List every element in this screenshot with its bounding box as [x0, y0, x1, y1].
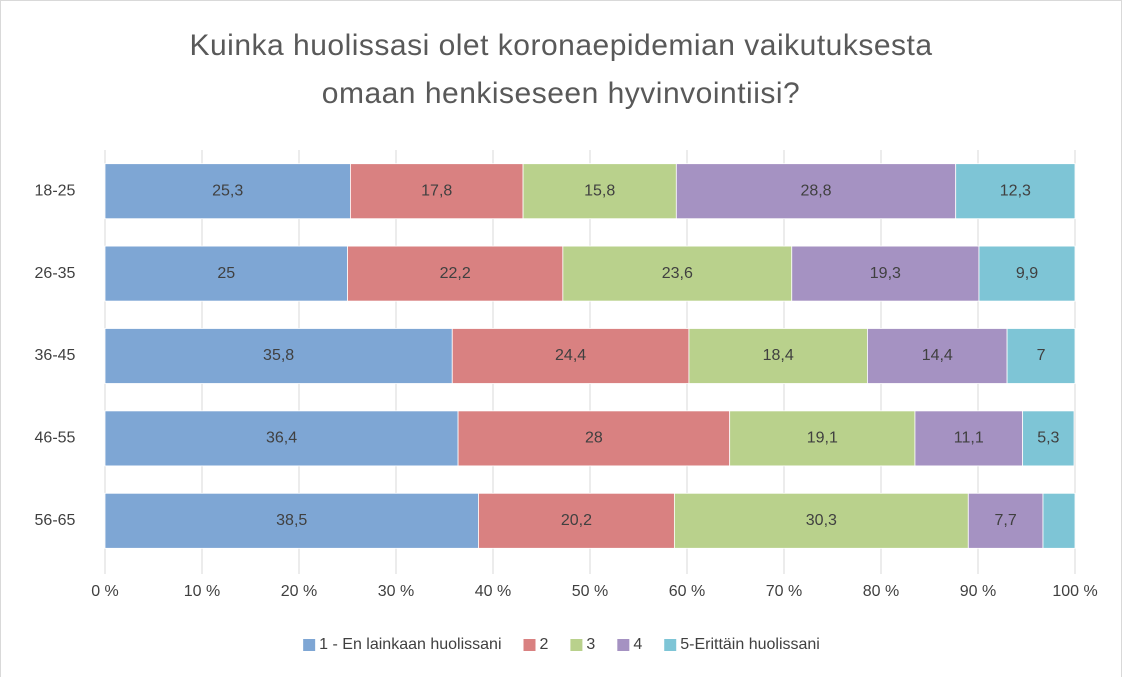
bar-segment: [104, 492, 479, 549]
bar-segment: [729, 410, 916, 467]
bar-segment: [522, 163, 677, 220]
bar-segment: [673, 492, 969, 549]
legend-label: 4: [633, 636, 642, 653]
x-tick-label: 10 %: [184, 583, 220, 600]
data-label: 19,3: [870, 265, 901, 282]
bar-segment: [967, 492, 1044, 549]
data-label: 14,4: [922, 347, 953, 364]
data-label: 9,9: [1016, 265, 1038, 282]
data-label: 30,3: [806, 512, 837, 529]
bar-segment: [350, 163, 524, 220]
data-label: 17,8: [421, 182, 452, 199]
y-tick-label: 46-55: [35, 430, 76, 447]
data-label: 25: [217, 265, 235, 282]
legend-swatch: [617, 639, 630, 651]
y-tick-label: 56-65: [35, 512, 76, 529]
data-label: 28,8: [800, 182, 831, 199]
data-label: 5,3: [1037, 430, 1059, 447]
data-label: 35,8: [263, 347, 294, 364]
bar-segment: [347, 245, 564, 302]
bar-segment: [914, 410, 1024, 467]
data-label: 7,7: [995, 512, 1017, 529]
bar-segment: [688, 328, 868, 384]
data-label: 15,8: [584, 182, 615, 199]
bar-segment: [867, 328, 1008, 384]
data-label: 28: [585, 430, 603, 447]
x-tick-label: 50 %: [572, 583, 608, 600]
x-tick-label: 60 %: [669, 583, 705, 600]
bar-segment: [978, 245, 1076, 302]
data-label: 22,2: [440, 265, 471, 282]
x-tick-label: 40 %: [475, 583, 511, 600]
bar-segment: [457, 410, 731, 467]
bar-segment: [104, 245, 348, 302]
x-tick-label: 30 %: [378, 583, 414, 600]
bar-segment: [562, 245, 793, 302]
chart-title: Kuinka huolissasi olet koronaepidemian v…: [189, 29, 933, 110]
data-label: 12,3: [1000, 182, 1031, 199]
data-label: 11,1: [954, 430, 984, 447]
data-label: 36,4: [266, 430, 297, 447]
x-tick-label: 20 %: [281, 583, 317, 600]
bar-segment: [1022, 410, 1075, 467]
data-label: 20,2: [561, 512, 592, 529]
legend-swatch: [570, 639, 583, 651]
bar-segment: [451, 328, 690, 384]
y-tick-label: 18-25: [35, 182, 76, 199]
x-tick-label: 80 %: [863, 583, 899, 600]
bar-segment: [104, 328, 453, 384]
data-label: 24,4: [555, 347, 586, 364]
x-tick-label: 70 %: [766, 583, 802, 600]
y-tick-label: 36-45: [35, 347, 76, 364]
bar-segment: [955, 163, 1076, 220]
x-tick-label: 0 %: [91, 583, 119, 600]
x-tick-label: 90 %: [960, 583, 996, 600]
x-tick-label: 100 %: [1052, 583, 1097, 600]
bar-segment: [1006, 328, 1076, 384]
y-tick-label: 26-35: [35, 265, 76, 282]
legend-label: 5-Erittäin huolissani: [680, 636, 820, 653]
data-label: 23,6: [662, 265, 693, 282]
legend-label: 3: [586, 636, 595, 653]
bar-segment: [104, 410, 459, 467]
data-label: 7: [1037, 347, 1046, 364]
legend-label: 2: [540, 636, 549, 653]
data-label: 25,3: [212, 182, 243, 199]
bar-segment: [675, 163, 957, 220]
data-label: 18,4: [763, 347, 794, 364]
bar-segment: [104, 163, 351, 220]
data-label: 19,1: [807, 430, 838, 447]
data-label: 38,5: [276, 512, 307, 529]
legend-swatch: [303, 639, 316, 651]
bar-segment: [478, 492, 675, 549]
legend-swatch: [664, 639, 677, 651]
legend-swatch: [523, 639, 536, 651]
bar-segment: [1042, 492, 1076, 549]
legend-label: 1 - En lainkaan huolissani: [319, 636, 501, 653]
